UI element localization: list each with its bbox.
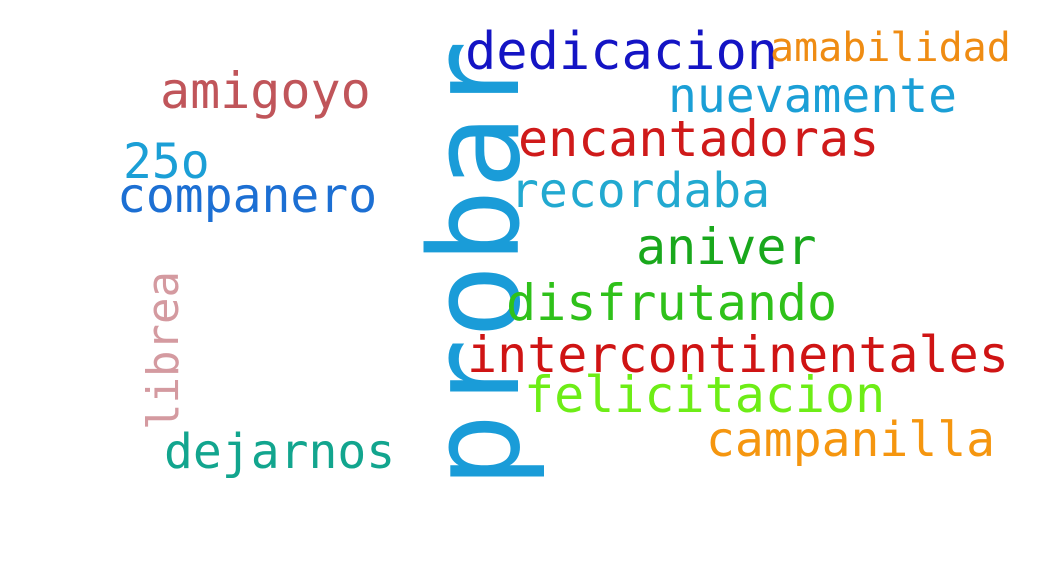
word-felicitacion: felicitacion xyxy=(524,366,886,424)
word-companero: companero xyxy=(117,168,378,224)
word-amigoyo: amigoyo xyxy=(160,62,371,120)
word-disfrutando: disfrutando xyxy=(506,274,838,332)
word-intercontinentales: intercontinentales xyxy=(467,326,1009,384)
word-25o: 25o xyxy=(123,134,210,190)
word-probar: probar xyxy=(404,40,548,488)
word-recordaba: recordaba xyxy=(510,163,771,219)
word-aniver: aniver xyxy=(636,218,817,276)
word-dedicacion: dedicacion xyxy=(465,22,779,82)
word-campanilla: campanilla xyxy=(706,412,995,468)
word-nuevamente: nuevamente xyxy=(668,68,957,124)
word-amabilidad: amabilidad xyxy=(770,25,1011,71)
word-encantadoras: encantadoras xyxy=(518,110,880,168)
word-dejarnos: dejarnos xyxy=(164,424,396,480)
word-librea: librea xyxy=(138,271,189,430)
